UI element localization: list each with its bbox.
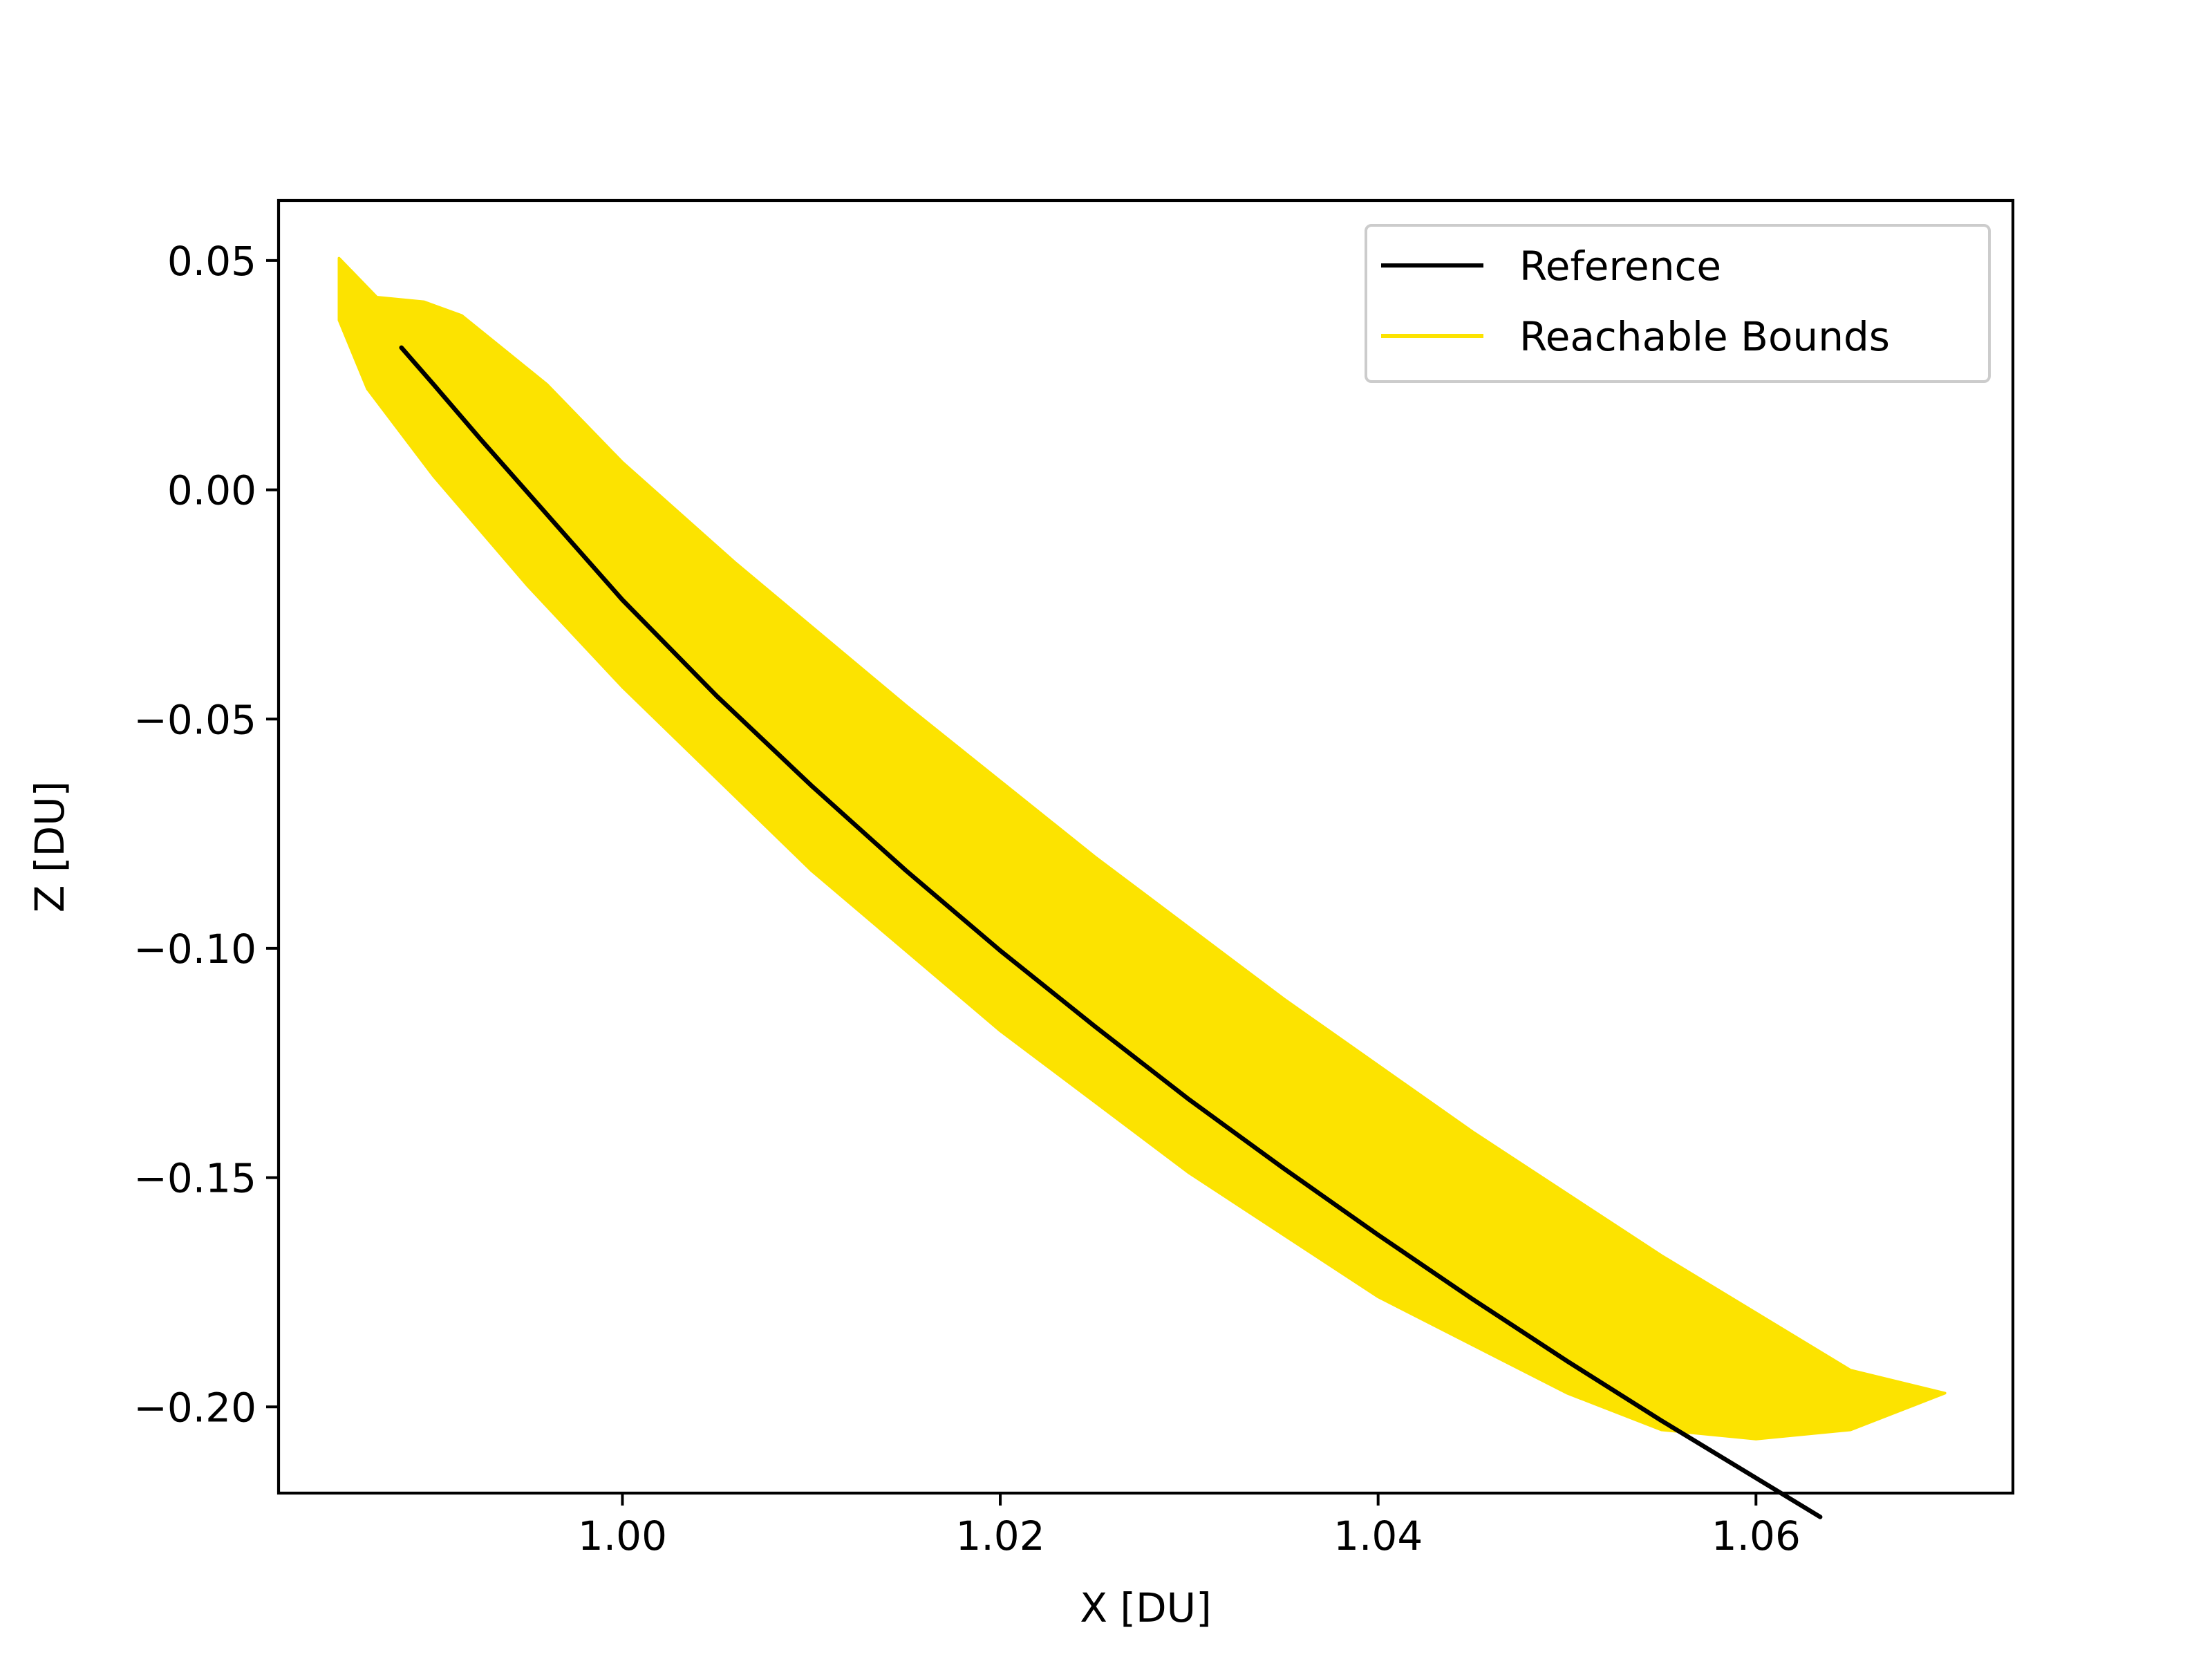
y-tick-label: −0.20	[133, 1384, 256, 1431]
x-tick-label: 1.02	[955, 1512, 1044, 1559]
reachable-bounds-band	[337, 256, 1947, 1441]
axis-ticks: 1.00 1.02 1.04 1.06 0.05 0.00 −0.05 −0.10 −0.15 −…	[133, 238, 1801, 1559]
x-tick-label: 1.00	[578, 1512, 667, 1559]
legend-box	[1365, 224, 1991, 383]
legend-label-reference: Reference	[1519, 243, 1721, 290]
axes-frame	[276, 198, 2015, 1495]
legend-label-reachable-bounds: Reachable Bounds	[1519, 313, 1890, 360]
plot-area	[337, 256, 1947, 1519]
legend: Reference Reachable Bounds	[1365, 224, 1991, 383]
y-tick-label: −0.10	[133, 926, 256, 973]
x-axis-label: X [DU]	[1080, 1584, 1212, 1631]
x-tick-label: 1.06	[1712, 1512, 1801, 1559]
y-tick-label: −0.05	[133, 696, 256, 743]
y-tick-label: 0.05	[167, 238, 256, 285]
y-axis-label: Z [DU]	[26, 781, 73, 913]
reference-line	[399, 345, 1823, 1519]
y-tick-label: −0.15	[133, 1155, 256, 1202]
x-tick-label: 1.04	[1333, 1512, 1423, 1559]
y-tick-label: 0.00	[167, 467, 256, 514]
